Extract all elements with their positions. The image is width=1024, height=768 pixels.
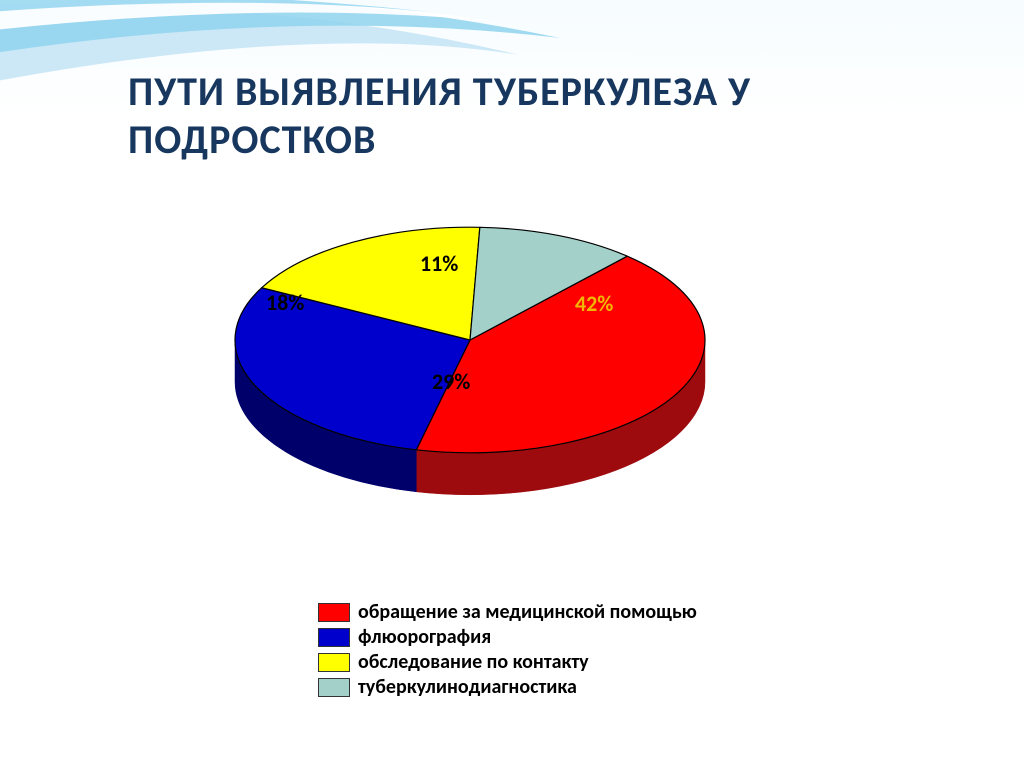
legend-swatch-0 xyxy=(318,603,350,622)
pct-label-0: 42% xyxy=(575,290,613,317)
pct-label-2: 18% xyxy=(266,289,304,316)
legend-item-0: обращение за медицинской помощью xyxy=(318,600,697,625)
legend-swatch-1 xyxy=(318,628,350,647)
legend-swatch-3 xyxy=(318,678,350,697)
legend-label-1: флюорография xyxy=(358,625,491,650)
legend-item-3: туберкулинодиагностика xyxy=(318,675,697,700)
legend-swatch-2 xyxy=(318,653,350,672)
legend-item-2: обследование по контакту xyxy=(318,650,697,675)
slide-title: ПУТИ ВЫЯВЛЕНИЯ ТУБЕРКУЛЕЗА У ПОДРОСТКОВ xyxy=(128,68,968,164)
pct-label-3: 11% xyxy=(420,250,458,277)
legend-label-3: туберкулинодиагностика xyxy=(358,675,577,700)
pct-label-1: 29% xyxy=(432,368,470,395)
legend-label-0: обращение за медицинской помощью xyxy=(358,600,697,625)
legend: обращение за медицинской помощью флюорог… xyxy=(318,600,697,700)
legend-item-1: флюорография xyxy=(318,625,697,650)
pie-chart: 42% 29% 18% 11% xyxy=(150,210,790,530)
slide: ПУТИ ВЫЯВЛЕНИЯ ТУБЕРКУЛЕЗА У ПОДРОСТКОВ … xyxy=(0,0,1024,768)
legend-label-2: обследование по контакту xyxy=(358,650,589,675)
